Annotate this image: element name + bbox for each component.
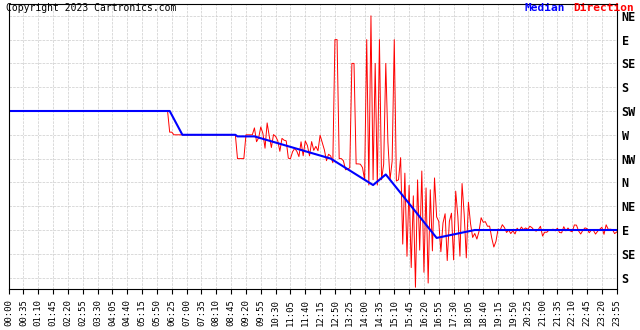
Text: Copyright 2023 Cartronics.com: Copyright 2023 Cartronics.com	[6, 3, 177, 13]
Text: Median: Median	[525, 3, 565, 13]
Text: Direction: Direction	[573, 3, 634, 13]
